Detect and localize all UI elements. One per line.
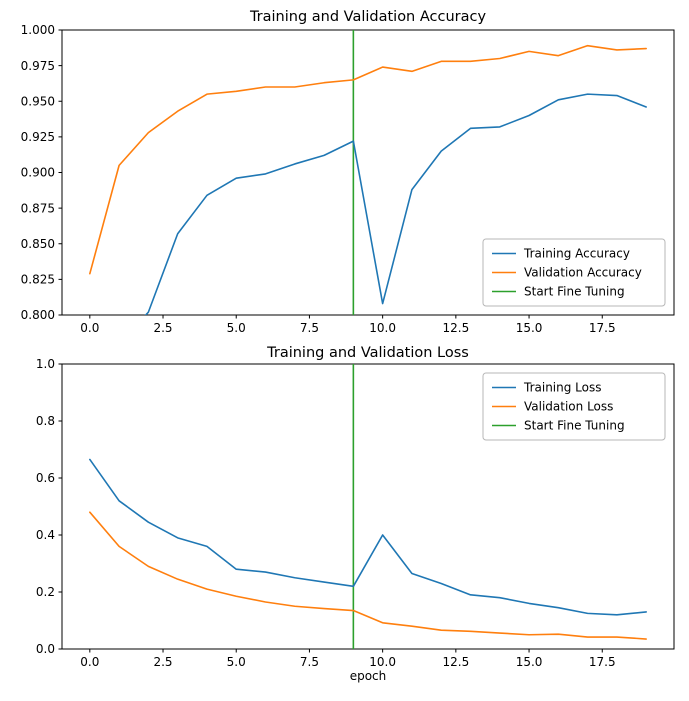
x-tick-label: 7.5 [300, 655, 319, 669]
x-tick-label: 0.0 [80, 655, 99, 669]
x-axis-label: epoch [350, 669, 387, 683]
y-tick-label: 0.850 [21, 237, 55, 251]
y-tick-label: 0.950 [21, 94, 55, 108]
chart-title: Training and Validation Loss [266, 345, 469, 361]
y-tick-label: 0.8 [36, 414, 55, 428]
y-tick-label: 1.0 [36, 357, 55, 371]
legend-label-training-accuracy: Training Accuracy [523, 247, 630, 261]
series-line-validation-accuracy [89, 44, 647, 275]
chart-title: Training and Validation Accuracy [249, 9, 487, 25]
y-axis: 0.800 0.825 0.850 0.875 0.900 0.925 0.950 0.975… [21, 23, 62, 322]
series-line-validation-loss [89, 511, 647, 640]
plot-border [61, 363, 675, 650]
legend: Training Loss Validation Loss Start Fine T… [482, 372, 666, 441]
y-tick-label: 0.875 [21, 201, 55, 215]
x-tick-label: 10.0 [369, 321, 396, 335]
legend-label-start-fine-tuning: Start Fine Tuning [524, 419, 625, 433]
accuracy-chart: 0.0 2.5 5.0 7.5 10.0 12.5 15.0 17.50.8000.8250.… [21, 9, 675, 335]
legend-frame [482, 238, 666, 307]
x-tick-label: 12.5 [442, 321, 469, 335]
x-tick-label: 15.0 [516, 321, 543, 335]
series-line-training-accuracy [144, 93, 647, 315]
loss-chart: 0.0 2.5 5.0 7.5 10.0 12.5 15.0 17.5 0.0 0.2 0.4 0.6… [36, 345, 675, 683]
y-tick-label: 1.000 [21, 23, 55, 37]
x-tick-label: 0.0 [80, 321, 99, 335]
x-tick-label: 5.0 [227, 321, 246, 335]
legend-label-validation-accuracy: Validation Accuracy [524, 266, 642, 280]
legend-frame [482, 372, 666, 441]
x-tick-label: 17.5 [589, 321, 616, 335]
legend-label-training-loss: Training Loss [523, 381, 601, 395]
y-tick-label: 0.900 [21, 166, 55, 180]
legend: Training Accuracy Validation Accuracy Star… [482, 238, 666, 307]
y-tick-label: 0.2 [36, 585, 55, 599]
series-line-training-loss [89, 458, 647, 616]
y-tick-label: 0.825 [21, 273, 55, 287]
y-tick-label: 0.6 [36, 471, 55, 485]
x-tick-label: 17.5 [589, 655, 616, 669]
x-tick-label: 2.5 [153, 655, 172, 669]
x-tick-label: 12.5 [442, 655, 469, 669]
y-tick-label: 0.800 [21, 308, 55, 322]
legend-label-validation-loss: Validation Loss [524, 400, 613, 414]
x-tick-label: 10.0 [369, 655, 396, 669]
x-axis: 0.0 2.5 5.0 7.5 10.0 12.5 15.0 17.5 [80, 315, 616, 335]
y-tick-label: 0.4 [36, 528, 55, 542]
x-tick-label: 2.5 [153, 321, 172, 335]
y-tick-label: 0.975 [21, 59, 55, 73]
x-axis: 0.0 2.5 5.0 7.5 10.0 12.5 15.0 17.5 [80, 649, 616, 669]
y-axis: 0.0 0.2 0.4 0.6 0.8 1.0 [36, 357, 62, 656]
legend-label-start-fine-tuning: Start Fine Tuning [524, 285, 625, 299]
y-tick-label: 0.925 [21, 130, 55, 144]
x-tick-label: 7.5 [300, 321, 319, 335]
x-tick-label: 15.0 [516, 655, 543, 669]
y-tick-label: 0.0 [36, 642, 55, 656]
x-tick-label: 5.0 [227, 655, 246, 669]
